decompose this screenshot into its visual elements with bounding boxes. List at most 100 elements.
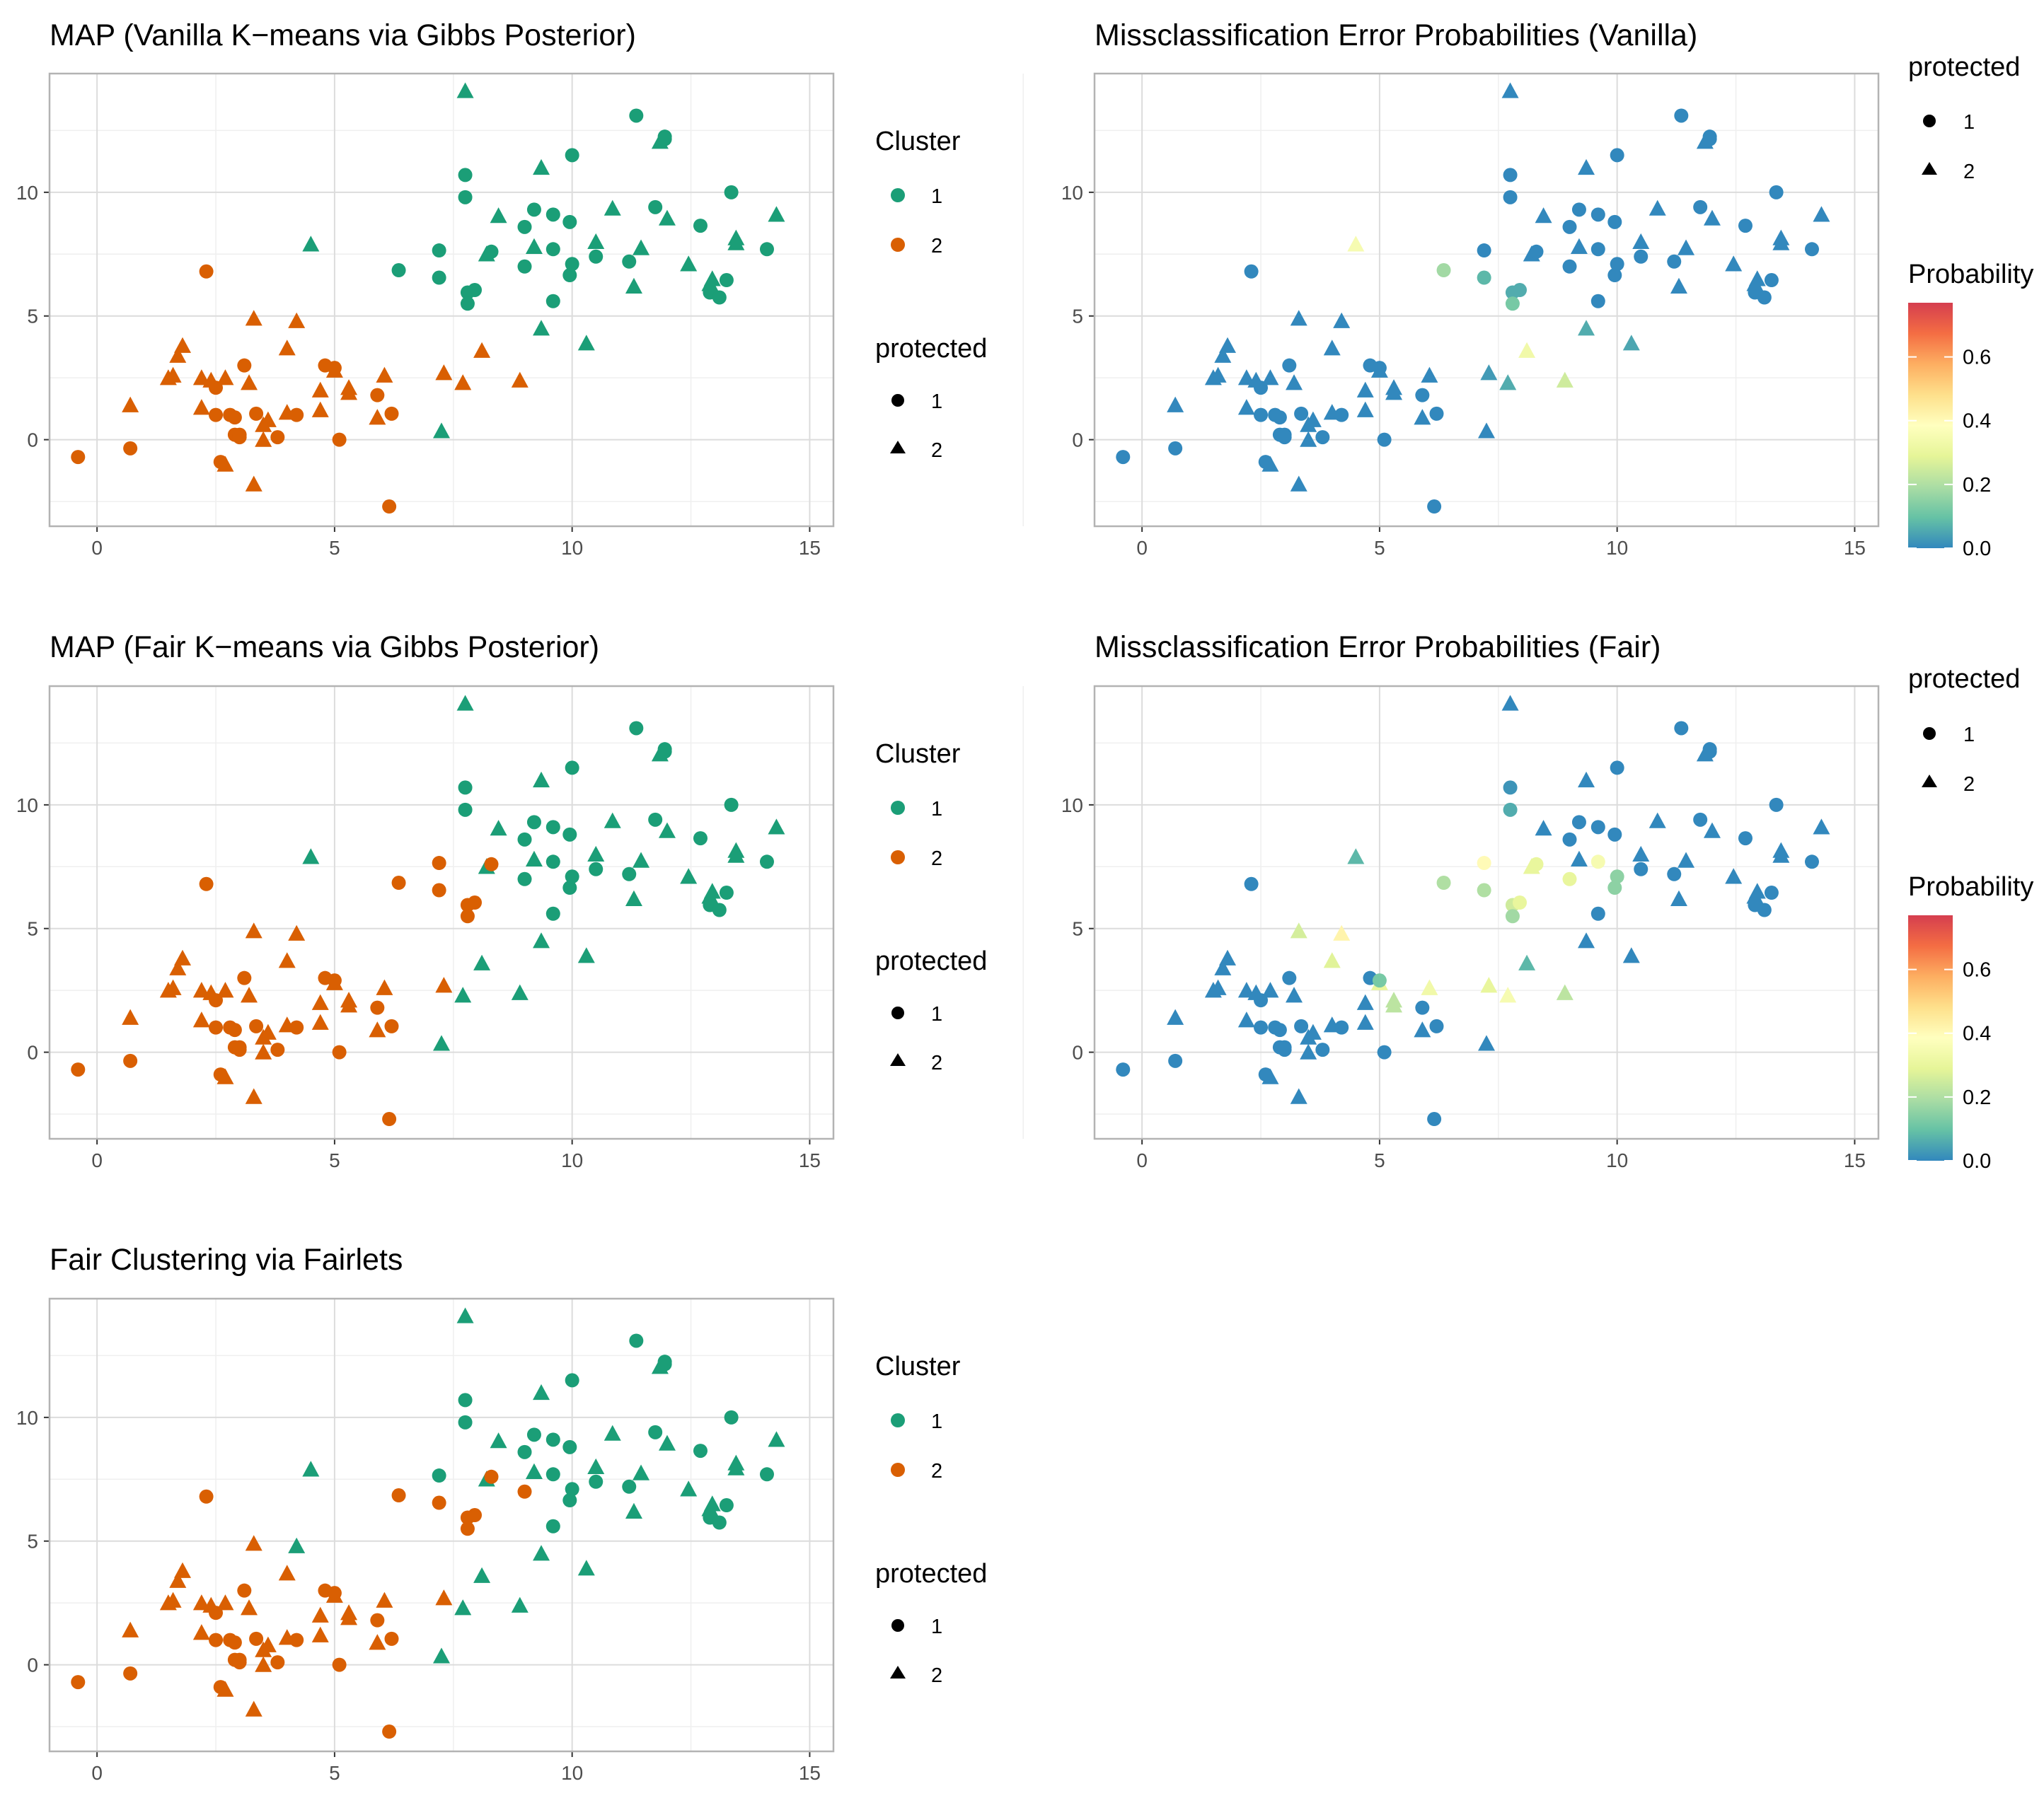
data-point <box>1499 987 1517 1003</box>
data-point <box>1590 854 1605 869</box>
data-point <box>622 866 637 881</box>
panel-map-vanilla: MAP (Vanilla K−means via Gibbs Posterior… <box>16 18 835 559</box>
data-point <box>629 108 644 123</box>
data-point <box>1254 407 1269 422</box>
data-point <box>1372 361 1387 376</box>
colorbar-tick-label: 0.2 <box>1963 1086 1991 1109</box>
legend-title-cluster: Cluster <box>875 739 961 769</box>
data-point <box>255 1043 272 1060</box>
data-point <box>1209 366 1227 383</box>
data-point <box>332 432 347 447</box>
data-point <box>1678 239 1695 255</box>
y-tick-label: 0 <box>1072 429 1083 451</box>
data-point <box>768 1431 785 1447</box>
data-point <box>1356 994 1374 1010</box>
data-point <box>1610 760 1624 775</box>
data-point <box>1607 268 1622 283</box>
data-point <box>657 744 672 759</box>
data-point <box>1356 401 1374 417</box>
data-point <box>71 450 86 465</box>
data-point <box>533 1545 550 1561</box>
legend-key-protected-2 <box>890 1666 906 1679</box>
data-point <box>468 895 483 910</box>
data-point <box>1501 82 1519 98</box>
data-point <box>511 984 529 1000</box>
panel-background <box>1095 74 1878 526</box>
legend-key-cluster-1 <box>891 1413 905 1427</box>
data-point <box>562 1493 577 1508</box>
x-tick-label: 15 <box>799 537 821 559</box>
legend-label-cluster-1: 1 <box>931 798 942 821</box>
data-point <box>458 1393 473 1408</box>
data-point <box>1578 158 1595 175</box>
data-point <box>192 1011 210 1028</box>
y-tick-label: 5 <box>27 918 38 940</box>
data-point <box>1748 883 1766 899</box>
data-point <box>1244 876 1259 891</box>
data-point <box>604 199 621 216</box>
data-point <box>1769 185 1784 199</box>
legend-label-cluster-2: 2 <box>931 235 942 257</box>
data-point <box>1590 207 1605 222</box>
data-point <box>565 257 579 272</box>
data-point <box>1693 199 1708 214</box>
data-point <box>473 954 491 970</box>
data-point <box>245 1700 262 1717</box>
data-point <box>1168 441 1183 456</box>
data-point <box>693 1444 708 1459</box>
data-point <box>164 366 182 383</box>
data-point <box>192 982 210 998</box>
data-point <box>289 1633 304 1647</box>
data-point <box>1282 358 1297 373</box>
data-point <box>1764 273 1779 288</box>
data-point <box>693 219 708 233</box>
data-point <box>289 407 304 422</box>
data-point <box>1738 831 1753 846</box>
data-point <box>1590 906 1605 921</box>
legend-label-protected-1: 1 <box>931 1003 942 1026</box>
data-point <box>562 268 577 283</box>
data-point <box>703 270 721 286</box>
data-point <box>1315 1043 1330 1057</box>
data-point <box>562 881 577 895</box>
legend-key-cluster-1 <box>891 801 905 815</box>
data-point <box>1535 207 1552 224</box>
data-point <box>1290 1088 1307 1104</box>
legend-protected: protected 1 2 <box>1908 52 2020 183</box>
x-tick-label: 15 <box>799 1149 821 1171</box>
data-point <box>370 388 385 402</box>
data-point <box>511 371 529 388</box>
data-point <box>245 310 262 326</box>
data-point <box>629 1333 644 1348</box>
data-point <box>1277 1043 1292 1057</box>
data-point <box>1702 744 1717 759</box>
data-point <box>1261 456 1279 472</box>
x-tick-label: 5 <box>329 1762 340 1784</box>
data-point <box>1505 296 1520 311</box>
data-point <box>658 209 676 226</box>
data-point <box>1632 233 1650 250</box>
y-tick-label: 10 <box>16 794 38 816</box>
data-point <box>473 1567 491 1583</box>
data-point <box>209 407 224 422</box>
data-point <box>533 1384 550 1401</box>
data-point <box>1272 1023 1287 1038</box>
data-point <box>526 202 541 217</box>
data-point <box>1503 190 1518 204</box>
data-point <box>545 820 560 835</box>
data-point <box>545 207 560 222</box>
data-point <box>432 1468 446 1483</box>
data-point <box>216 982 234 998</box>
data-point <box>1385 384 1403 400</box>
data-point <box>712 1515 727 1530</box>
data-point <box>311 1014 329 1030</box>
data-point <box>123 441 138 456</box>
data-point <box>1334 407 1349 422</box>
data-point <box>1757 903 1772 917</box>
data-point <box>1477 243 1491 258</box>
x-tick-label: 5 <box>1374 1149 1385 1171</box>
data-point <box>1436 876 1451 891</box>
x-tick-label: 5 <box>1374 537 1385 559</box>
legend-cluster: Cluster 1 2 <box>875 739 961 870</box>
panel-border <box>1093 72 1880 528</box>
